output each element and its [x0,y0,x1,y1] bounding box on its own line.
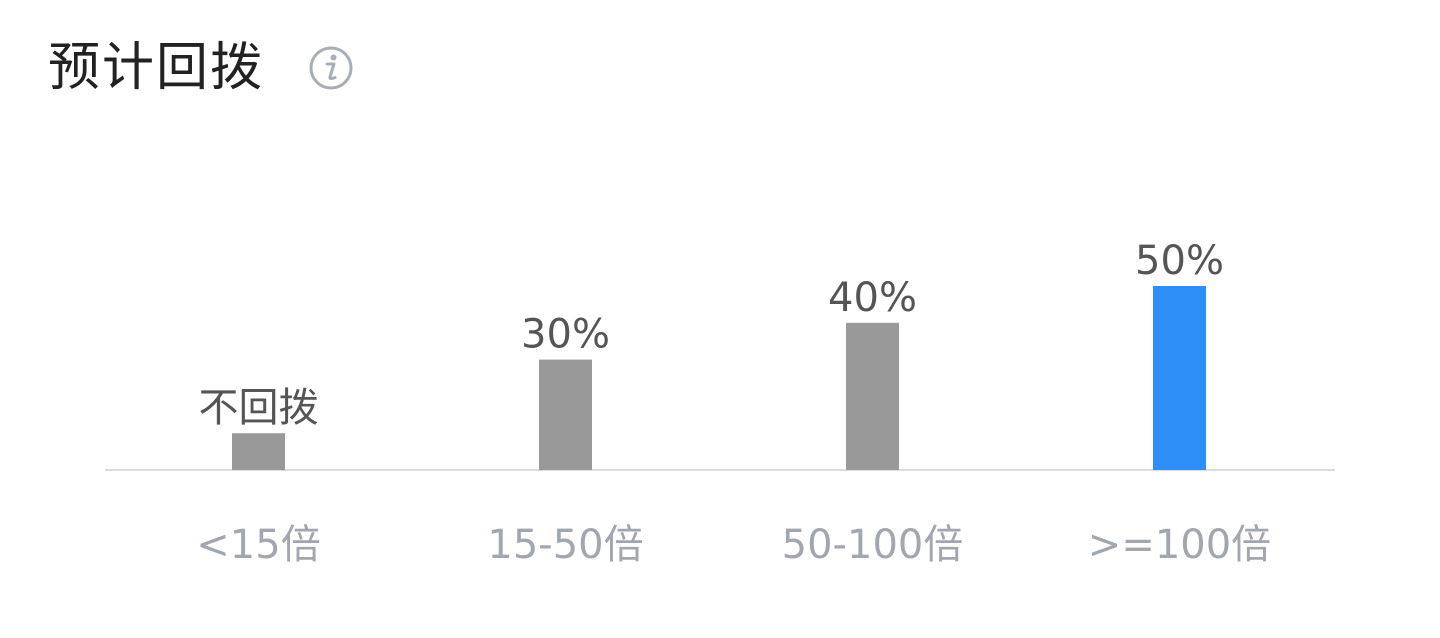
bar [1153,286,1206,470]
bar-data-label: 30% [521,312,610,358]
bar [846,322,899,470]
x-tick-label: 50-100倍 [782,522,964,568]
bar-data-label: 不回拨 [199,385,319,431]
bar-data-label: 40% [828,275,917,321]
info-circle-icon[interactable] [308,45,354,91]
chart-header: 预计回拨 [48,36,354,100]
x-tick-label: <15倍 [196,522,320,568]
x-tick-label: >=100倍 [1088,522,1271,568]
chart-title: 预计回拨 [48,38,265,98]
bar [539,359,592,470]
bar [232,433,285,470]
x-tick-label: 15-50倍 [487,522,643,568]
bar-data-label: 50% [1135,238,1224,284]
